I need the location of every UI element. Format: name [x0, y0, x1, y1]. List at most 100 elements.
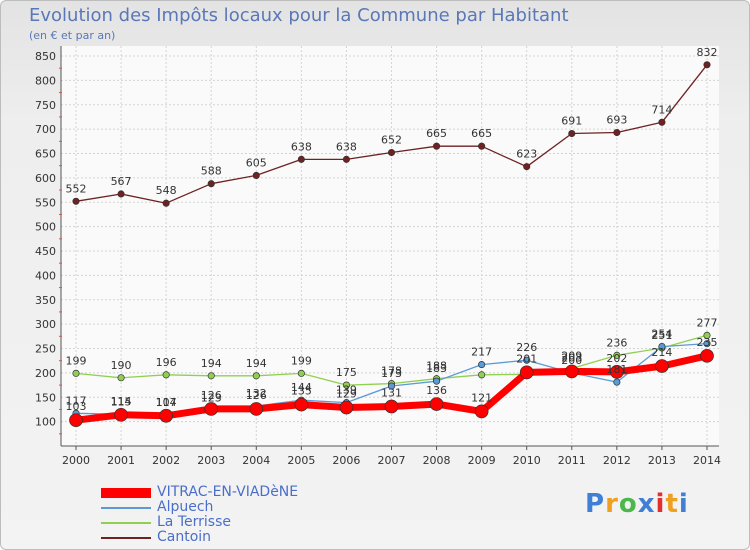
y-tick-labels: 100 150 200 250 300 350 400 450 500 550 600 650 700 7…: [35, 50, 56, 429]
data-point-alpuech: [523, 356, 531, 364]
y-tick-label: 550: [35, 196, 56, 209]
data-label-la-terrisse: 199: [291, 354, 312, 367]
data-label-vitrac-en-viad-ne: 131: [381, 387, 402, 400]
data-point-cantoin: [72, 197, 80, 205]
x-tick-label: 2014: [693, 454, 721, 467]
data-point-vitrac-en-viad-ne: [114, 407, 128, 422]
data-label-vitrac-en-viad-ne: 201: [516, 352, 537, 365]
data-label-cantoin: 652: [381, 134, 402, 147]
data-point-cantoin: [433, 142, 441, 150]
data-point-cantoin: [658, 118, 666, 126]
data-label-cantoin: 623: [516, 148, 537, 161]
grid-lines: [61, 46, 719, 446]
proxiti-logo: Proxiti: [585, 489, 689, 519]
logo-letter: i: [655, 489, 666, 519]
data-label-la-terrisse: 188: [426, 360, 447, 373]
data-label-cantoin: 588: [201, 165, 222, 178]
data-label-vitrac-en-viad-ne: 136: [426, 384, 447, 397]
data-label-alpuech: 183: [426, 362, 447, 375]
data-label-cantoin: 548: [156, 184, 177, 197]
data-label-vitrac-en-viad-ne: 126: [201, 389, 222, 402]
logo-letter: i: [678, 489, 689, 519]
data-label-vitrac-en-viad-ne: 135: [291, 385, 312, 398]
data-label-cantoin: 638: [336, 140, 357, 153]
y-tick-label: 700: [35, 123, 56, 136]
legend-label-alpuech: Alpuech: [157, 499, 214, 515]
data-point-vitrac-en-viad-ne: [519, 365, 534, 380]
axes: [59, 46, 719, 450]
series-lines: [69, 61, 714, 428]
data-point-vitrac-en-viad-ne: [69, 413, 83, 428]
data-label-cantoin: 665: [426, 127, 447, 140]
data-point-la-terrisse: [72, 369, 80, 377]
x-tick-label: 2004: [242, 454, 270, 467]
data-point-alpuech: [703, 340, 711, 348]
data-point-la-terrisse: [703, 331, 711, 339]
data-label-alpuech: 115: [111, 395, 132, 408]
data-label-la-terrisse: 196: [156, 356, 177, 369]
data-point-cantoin: [478, 142, 486, 150]
y-tick-label: 450: [35, 245, 56, 258]
x-tick-label: 2013: [648, 454, 676, 467]
data-label-alpuech: 254: [651, 328, 672, 341]
logo-letter: r: [605, 489, 619, 519]
data-label-alpuech: 226: [516, 341, 537, 354]
logo-letter: P: [585, 489, 606, 519]
data-point-cantoin: [387, 148, 396, 157]
data-point-la-terrisse: [297, 369, 305, 377]
data-label-vitrac-en-viad-ne: 203: [561, 351, 582, 364]
data-point-vitrac-en-viad-ne: [384, 399, 399, 414]
data-label-vitrac-en-viad-ne: 129: [336, 387, 357, 400]
y-tick-label: 200: [35, 367, 56, 380]
data-label-la-terrisse: 199: [66, 354, 87, 367]
data-label-vitrac-en-viad-ne: 121: [471, 391, 492, 404]
data-point-vitrac-en-viad-ne: [610, 365, 624, 379]
logo-letter: o: [618, 489, 638, 519]
data-label-cantoin: 693: [606, 114, 627, 127]
data-label-vitrac-en-viad-ne: 126: [246, 389, 267, 402]
data-point-alpuech: [433, 377, 441, 385]
data-label-alpuech: 144: [291, 381, 312, 394]
data-point-vitrac-en-viad-ne: [564, 364, 579, 379]
data-label-la-terrisse: 190: [111, 359, 132, 372]
data-label-alpuech: 173: [381, 367, 402, 380]
data-point-cantoin: [297, 155, 305, 163]
data-point-alpuech: [478, 361, 486, 369]
x-tick-labels: 2000 2001 2002 2003 2004 2005 2006 2007 2008 2009…: [62, 454, 721, 467]
y-tick-label: 400: [35, 269, 56, 282]
legend-label-cantoin: Cantoin: [157, 529, 212, 545]
data-point-alpuech: [387, 382, 396, 390]
data-point-vitrac-en-viad-ne: [159, 408, 173, 423]
data-label-vitrac-en-viad-ne: 107: [156, 396, 177, 409]
data-label-la-terrisse: 251: [651, 329, 672, 342]
data-label-la-terrisse: 209: [561, 349, 582, 362]
data-point-cantoin: [342, 155, 350, 163]
data-point-la-terrisse: [613, 351, 621, 359]
data-label-la-terrisse: 175: [336, 366, 357, 379]
legend-swatch-vitrac: [101, 488, 151, 498]
data-point-cantoin: [207, 180, 215, 188]
data-point-vitrac-en-viad-ne: [339, 400, 354, 415]
data-point-la-terrisse: [207, 372, 215, 380]
y-tick-label: 800: [35, 74, 56, 87]
y-tick-label: 100: [35, 416, 56, 429]
data-point-vitrac-en-viad-ne: [474, 404, 489, 419]
data-point-la-terrisse: [342, 381, 350, 389]
data-label-cantoin: 691: [561, 115, 582, 128]
data-point-alpuech: [658, 342, 666, 351]
chart-subtitle: (en € et par an): [29, 29, 116, 42]
data-point-cantoin: [613, 128, 621, 137]
plot-area: [61, 46, 719, 446]
data-labels: 552 567 548 588 605 638 638 652 665 665 623 691 693 7…: [66, 46, 718, 413]
data-label-alpuech: 181: [606, 363, 627, 376]
y-tick-label: 850: [35, 50, 56, 63]
x-tick-label: 2009: [468, 454, 496, 467]
data-point-vitrac-en-viad-ne: [429, 397, 444, 411]
data-label-cantoin: 832: [697, 46, 718, 59]
x-tick-label: 2002: [152, 454, 180, 467]
y-tick-label: 300: [35, 318, 56, 331]
data-point-cantoin: [523, 163, 531, 171]
data-label-alpuech: 123: [201, 391, 222, 404]
